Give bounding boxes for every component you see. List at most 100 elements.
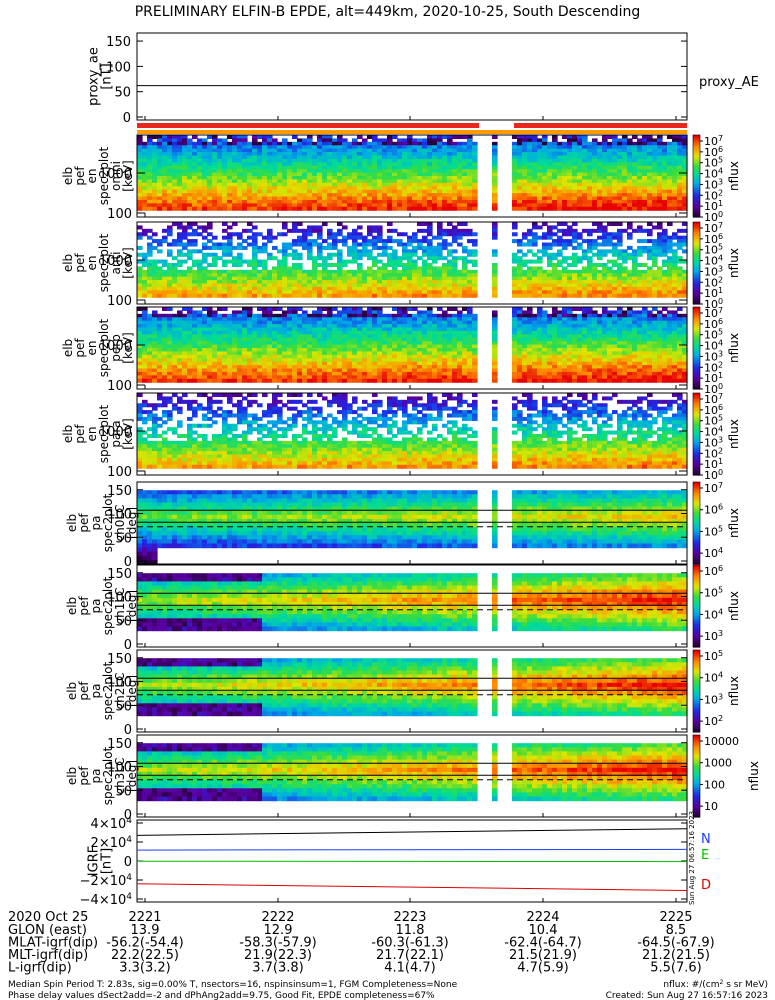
spec-cell — [392, 152, 398, 157]
spec-cell — [322, 269, 328, 274]
spec-cell — [337, 138, 343, 143]
spec-cell — [282, 256, 288, 261]
spec-cell — [342, 165, 348, 170]
spec-cell — [512, 169, 518, 174]
spec-cell — [642, 263, 648, 268]
spec-cell — [147, 203, 153, 208]
spec-cell — [402, 199, 408, 204]
spec-cell — [347, 206, 353, 211]
spec-cell — [382, 138, 388, 143]
spec-cell — [622, 256, 628, 261]
spec-cell — [447, 269, 453, 274]
spec-cell — [467, 286, 473, 291]
spec-cell — [302, 203, 308, 208]
spec-cell — [452, 182, 458, 187]
ylabel-line: pef — [73, 166, 87, 186]
spec-cell — [587, 155, 593, 160]
spec-cell — [627, 145, 633, 150]
spec-cell — [232, 145, 238, 150]
spec-cell — [387, 172, 393, 177]
spec-cell — [472, 252, 478, 257]
spec-cell — [312, 176, 318, 181]
spec-cell — [602, 203, 608, 208]
spec-cell — [347, 365, 353, 370]
spec-cell — [517, 158, 523, 163]
spec-cell — [257, 189, 263, 194]
spec-cell — [317, 169, 323, 174]
spec-cell — [142, 206, 148, 211]
spec-cell — [217, 365, 223, 370]
spec-cell — [377, 179, 383, 184]
spec-cell — [307, 273, 313, 278]
spec-cell — [467, 165, 473, 170]
spec-cell — [622, 286, 628, 291]
spec-cell — [412, 145, 418, 150]
spec-cell — [592, 141, 598, 146]
colorbar-cell — [693, 198, 700, 202]
spec-cell — [292, 206, 298, 211]
spec-cell — [667, 172, 673, 177]
spec-cell — [617, 148, 623, 153]
spec-cell — [337, 361, 343, 366]
spec-cell — [202, 203, 208, 208]
spec-cell — [192, 189, 198, 194]
spec-cell — [152, 283, 158, 288]
spec-cell — [557, 182, 563, 187]
spec-cell — [662, 145, 668, 150]
spec-cell — [307, 239, 313, 244]
spec-cell — [637, 293, 643, 298]
spec-cell — [237, 141, 243, 146]
spec-cell — [642, 276, 648, 281]
spec-cell — [312, 239, 318, 244]
spec-cell — [327, 193, 333, 198]
spec-cell — [182, 368, 188, 373]
spec-cell — [322, 283, 328, 288]
spec-cell — [322, 293, 328, 298]
spec-cell — [612, 193, 618, 198]
spec-cell — [227, 252, 233, 257]
spec-cell — [177, 378, 183, 383]
spec-cell — [627, 186, 633, 191]
spec-cell — [312, 189, 318, 194]
spec-cell — [262, 341, 268, 346]
spec-cell — [382, 176, 388, 181]
spec-cell — [647, 176, 653, 181]
spec-cell — [297, 266, 303, 271]
spec-cell — [177, 239, 183, 244]
spec-cell — [512, 293, 518, 298]
spec-cell — [227, 276, 233, 281]
spec-cell — [187, 148, 193, 153]
spec-cell — [247, 337, 253, 342]
spec-cell — [577, 286, 583, 291]
spec-cell — [282, 334, 288, 339]
spec-cell — [527, 148, 533, 153]
spec-cell — [232, 186, 238, 191]
spec-cell — [177, 172, 183, 177]
spec-cell — [182, 327, 188, 332]
spec-cell — [462, 169, 468, 174]
spec-cell — [152, 341, 158, 346]
spec-cell — [567, 186, 573, 191]
spec-cell — [282, 361, 288, 366]
spec-cell — [342, 225, 348, 230]
spec-cell — [292, 269, 298, 274]
spec-cell — [162, 193, 168, 198]
spec-cell — [327, 341, 333, 346]
spec-cell — [137, 307, 143, 312]
spec-cell — [552, 193, 558, 198]
spec-cell — [447, 259, 453, 264]
spec-cell — [332, 239, 338, 244]
spec-cell — [227, 286, 233, 291]
spec-cell — [672, 148, 678, 153]
spec-cell — [342, 148, 348, 153]
spec-cell — [357, 179, 363, 184]
spec-cell — [247, 152, 253, 157]
spec-cell — [267, 252, 273, 257]
spec-cell — [657, 276, 663, 281]
spec-cell — [192, 375, 198, 380]
spec-cell — [157, 327, 163, 332]
spec-cell — [287, 155, 293, 160]
spec-cell — [237, 344, 243, 349]
colorbar-cell — [693, 271, 700, 274]
spec-cell — [197, 172, 203, 177]
